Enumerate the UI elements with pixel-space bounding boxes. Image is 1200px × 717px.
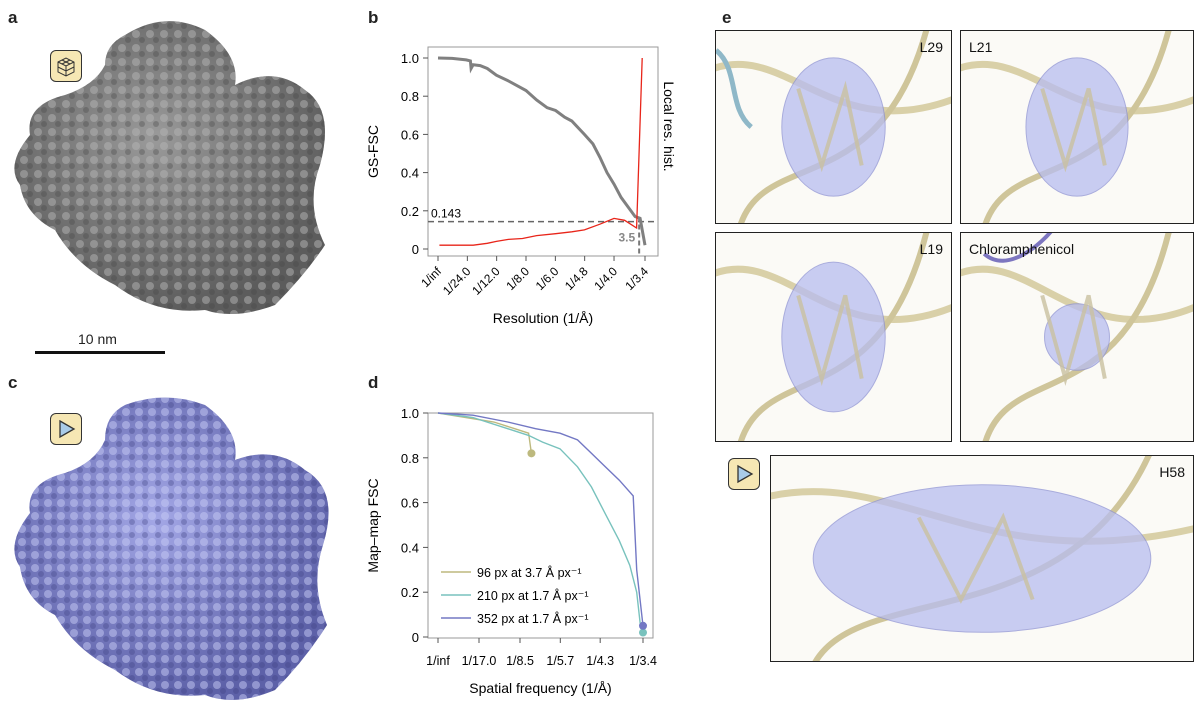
x-axis-label: Resolution (1/Å) [493, 310, 593, 326]
series-endpoint [527, 449, 536, 458]
play-triangle-icon [50, 413, 82, 445]
y-axis-label: Map–map FSC [365, 478, 381, 572]
y-tick-label: 0.8 [401, 451, 419, 466]
density-ribbon-render [961, 233, 1193, 441]
x-tick-label: 1/24.0 [440, 264, 474, 298]
panel-label-d: d [368, 373, 379, 392]
x-tick-label: 1/4.3 [586, 654, 614, 668]
y-tick-label: 0 [412, 242, 419, 257]
scale-bar-label: 10 nm [78, 331, 117, 347]
plot-frame [427, 412, 654, 639]
legend-entry: 210 px at 1.7 Å px⁻¹ [477, 588, 589, 603]
y-tick-label: 0.4 [401, 166, 419, 181]
inset-label: L29 [919, 39, 943, 55]
structure-inset: Chloramphenicol [960, 232, 1194, 442]
y-tick-label: 0.8 [401, 89, 419, 104]
x-tick-label: 1/5.7 [546, 654, 574, 668]
x-tick-label: 1/8.0 [503, 264, 532, 293]
density-ribbon-render [716, 233, 951, 441]
density-ribbon-render [716, 31, 951, 223]
structure-inset: L19 [715, 232, 952, 442]
x-axis-label: Spatial frequency (1/Å) [469, 680, 611, 696]
density-ribbon-render [961, 31, 1193, 223]
panel-label-c: c [8, 373, 18, 392]
y-tick-label: 0.2 [401, 204, 419, 219]
series-line [439, 57, 643, 246]
y-tick-label: 1.0 [401, 406, 419, 421]
grey-ribosome-map [14, 21, 325, 314]
inset-label: H58 [1159, 464, 1185, 480]
voxel-cube-icon [50, 50, 82, 82]
x-tick-label: 1/4.0 [591, 264, 620, 293]
y-tick-label: 0.6 [401, 496, 419, 511]
panel-label-a: a [8, 8, 18, 27]
y-tick-label: 1.0 [401, 51, 419, 66]
structure-inset: H58 [770, 455, 1194, 662]
panel-label-b: b [368, 8, 379, 27]
structure-inset: L29 [715, 30, 952, 224]
x-tick-label: 1/6.0 [533, 264, 562, 293]
series-endpoint [639, 621, 647, 630]
legend-entry: 96 px at 3.7 Å px⁻¹ [477, 565, 582, 580]
inset-label: Chloramphenicol [969, 241, 1075, 257]
structure-inset: L21 [960, 30, 1194, 224]
scale-bar [35, 351, 165, 354]
series-line [437, 412, 644, 633]
map-map-fsc-chart: 0 0.2 0.4 0.6 0.8 1.0 1/inf 1/17.0 1/8.5 1/5.7 1/4… [365, 406, 657, 696]
x-tick-label: 1/17.0 [462, 654, 497, 668]
y-tick-label: 0.4 [401, 540, 419, 555]
x-tick-label: 1/4.8 [562, 264, 591, 293]
play-triangle-icon [728, 458, 760, 490]
series-line [437, 412, 533, 454]
legend-entry: 352 px at 1.7 Å px⁻¹ [477, 611, 589, 626]
y-tick-label: 0.6 [401, 127, 419, 142]
x-tick-label: 1/inf [426, 654, 450, 668]
x-tick-label: 1/12.0 [469, 264, 503, 298]
series-line [437, 412, 644, 626]
series-line [437, 56, 647, 246]
y-tick-label: 0.2 [401, 585, 419, 600]
y-axis-label: GS-FSC [365, 125, 381, 178]
resolution-marker-label: 3.5 [618, 230, 635, 244]
plot-frame [427, 46, 659, 257]
series-endpoint [639, 628, 647, 637]
density-ribbon-render [771, 456, 1193, 661]
panel-label-e: e [722, 8, 732, 27]
threshold-label: 0.143 [431, 207, 461, 221]
inset-label: L21 [969, 39, 993, 55]
inset-label: L19 [919, 241, 943, 257]
blue-ribosome-map [14, 397, 329, 700]
x-tick-label: 1/8.5 [506, 654, 534, 668]
right-axis-label: Local res. hist. [661, 81, 677, 171]
x-tick-label: 1/3.4 [629, 654, 657, 668]
y-tick-label: 0 [412, 630, 419, 645]
x-tick-label: 1/3.4 [622, 264, 651, 293]
